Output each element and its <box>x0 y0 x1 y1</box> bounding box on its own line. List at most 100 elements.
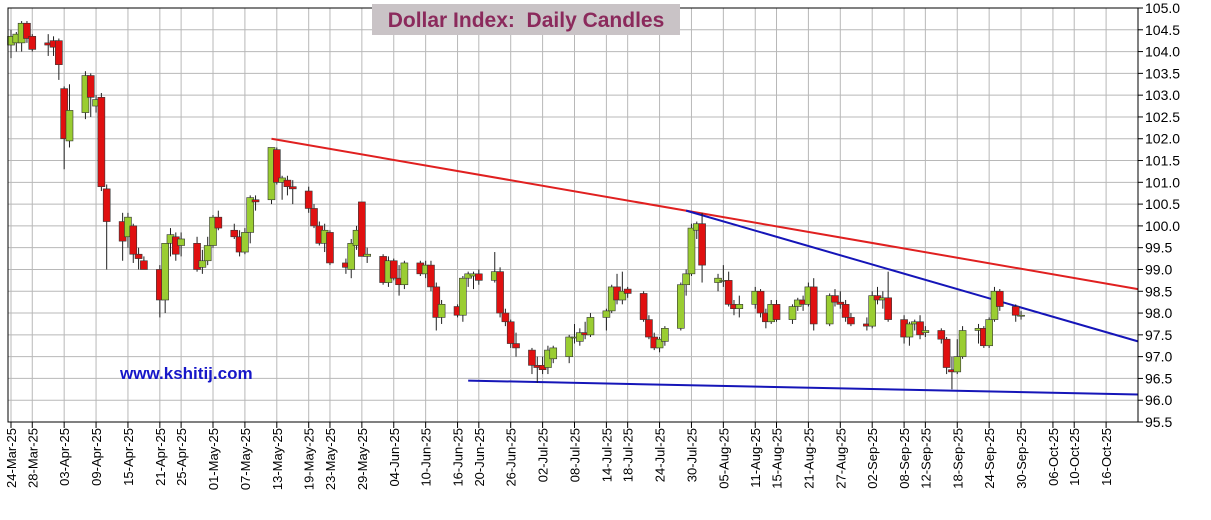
candle-body <box>639 293 648 320</box>
candle-body <box>161 243 169 301</box>
candle-up <box>278 175 286 200</box>
x-tick-label: 15-Apr-25 <box>121 428 136 486</box>
candle-down <box>847 313 855 327</box>
candle-body <box>645 319 653 338</box>
title-background <box>372 4 680 35</box>
candle-down <box>698 212 706 283</box>
candle-body <box>198 260 207 268</box>
candle-down <box>724 271 733 307</box>
x-tick-label: 25-Apr-25 <box>174 428 189 486</box>
candle-down <box>501 308 510 327</box>
candle-up <box>735 295 744 318</box>
x-tick-label: 04-Jun-25 <box>387 428 402 487</box>
candle-body <box>735 304 744 309</box>
candle-up <box>687 223 696 277</box>
candle-down <box>639 291 648 322</box>
candle-body <box>916 321 924 336</box>
candle-down <box>831 289 839 307</box>
candle-body <box>283 179 292 187</box>
y-tick-label: 101.0 <box>1145 174 1180 190</box>
x-tick-label: 10-Oct-25 <box>1067 428 1082 486</box>
x-tick-label: 24-Sep-25 <box>982 428 997 489</box>
x-tick-label: 16-Jun-25 <box>451 428 466 487</box>
candle-body <box>140 260 148 270</box>
candle-body <box>677 284 685 329</box>
candle-down <box>326 230 334 266</box>
candle-down <box>841 299 850 322</box>
candle-body <box>23 22 31 39</box>
candle-body <box>565 336 573 357</box>
x-tick-label: 13-May-25 <box>270 428 285 490</box>
candle-body <box>459 277 467 316</box>
candle-down <box>273 147 281 185</box>
candle-body <box>506 321 515 344</box>
candle-body <box>724 280 733 305</box>
candle-body <box>358 201 366 257</box>
candle-down <box>140 256 148 270</box>
y-tick-label: 95.5 <box>1145 414 1172 430</box>
candle-body <box>884 297 892 320</box>
candle-up <box>788 304 797 324</box>
chart-title: Dollar Index: Daily Candles <box>388 9 665 32</box>
candle-up <box>459 276 467 322</box>
candle-body <box>841 304 850 318</box>
candle-up <box>602 308 611 331</box>
candle-body <box>772 304 781 320</box>
candle-body <box>868 295 876 327</box>
candle-up <box>576 328 584 346</box>
candle-up <box>241 228 249 255</box>
candle-up <box>905 321 914 346</box>
candle-body <box>437 304 446 318</box>
candle-body <box>586 317 595 336</box>
candle-up <box>655 337 664 353</box>
candle-body <box>512 343 520 349</box>
candle-body <box>623 288 632 294</box>
y-tick-label: 103.0 <box>1145 87 1180 103</box>
x-tick-label: 09-Apr-25 <box>89 428 104 486</box>
candle-down <box>645 315 653 340</box>
y-tick-label: 99.5 <box>1145 240 1172 256</box>
candle-down <box>134 247 143 270</box>
x-tick-label: 24-Mar-25 <box>4 428 19 488</box>
channel-trendline <box>685 209 1139 343</box>
candle-down <box>1011 304 1020 322</box>
candle-body <box>288 186 297 190</box>
candle-body <box>655 338 664 349</box>
candle-down <box>884 271 892 322</box>
candle-down <box>995 289 1004 311</box>
candle-body <box>134 253 143 259</box>
candle-body <box>432 286 441 318</box>
candle-down <box>916 315 924 340</box>
candle-body <box>347 243 356 270</box>
y-tick-label: 102.0 <box>1145 131 1180 147</box>
y-tick-label: 98.0 <box>1145 305 1172 321</box>
candle-up <box>682 269 690 296</box>
x-tick-label: 02-Jul-25 <box>536 428 551 482</box>
y-tick-label: 105.0 <box>1145 0 1180 16</box>
candle-body <box>273 149 281 183</box>
x-tick-label: 12-Sep-25 <box>918 428 933 489</box>
candle-down <box>230 223 239 239</box>
candle-down <box>475 269 483 285</box>
y-axis-ticks: 95.5 96.0 96.5 97.0 97.5 98.0 98.5 99.0 99.5 100.… <box>1138 0 1180 430</box>
x-tick-label: 15-Aug-25 <box>770 428 785 489</box>
candle-body <box>825 295 834 325</box>
y-tick-label: 104.0 <box>1145 44 1180 60</box>
candle-body <box>661 328 669 342</box>
candle-down <box>756 289 765 318</box>
x-tick-label: 21-Aug-25 <box>801 428 816 489</box>
y-tick-label: 98.5 <box>1145 283 1172 299</box>
y-tick-label: 97.0 <box>1145 349 1172 365</box>
candle-down <box>310 204 318 229</box>
y-tick-label: 97.5 <box>1145 327 1172 343</box>
candle-body <box>942 338 951 368</box>
x-tick-label: 23-May-25 <box>323 428 338 490</box>
candle-up <box>661 326 669 346</box>
candle-down <box>171 232 180 261</box>
candle-up <box>347 238 356 279</box>
channel-trendline <box>468 379 1139 396</box>
x-tick-label: 30-Sep-25 <box>1014 428 1029 489</box>
candle-up <box>985 317 993 348</box>
candle-body <box>304 190 313 209</box>
